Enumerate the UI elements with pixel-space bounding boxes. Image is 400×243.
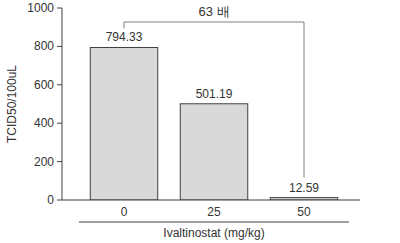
x-label-rule xyxy=(79,222,349,223)
annotation: 63 배 xyxy=(198,4,229,19)
chart-container: 0 200 400 600 800 1000 TCID50/100uL 0 25 50 Ivalti… xyxy=(0,0,400,243)
y-tick xyxy=(57,200,62,201)
y-tick xyxy=(57,123,62,124)
y-tick xyxy=(57,46,62,47)
data-label: 794.33 xyxy=(106,30,143,44)
y-axis-label: TCID50/100uL xyxy=(5,65,19,143)
y-tick-label: 1000 xyxy=(27,1,54,15)
bar xyxy=(90,47,158,200)
y-tick-label: 800 xyxy=(34,39,54,53)
y-tick xyxy=(57,8,62,9)
data-label: 501.19 xyxy=(196,87,233,101)
data-label: 12.59 xyxy=(289,181,319,195)
y-tick-label: 400 xyxy=(34,116,54,130)
x-axis-label: Ivaltinostat (mg/kg) xyxy=(163,226,264,240)
y-tick-label: 0 xyxy=(47,193,54,207)
y-axis-line xyxy=(62,8,63,200)
annotation-bracket xyxy=(124,22,304,178)
bars xyxy=(90,47,338,200)
chart-svg: 0 200 400 600 800 1000 TCID50/100uL 0 25 50 Ivalti… xyxy=(0,0,400,243)
y-tick-label: 600 xyxy=(34,78,54,92)
x-tick-label: 0 xyxy=(121,205,128,219)
y-tick-label: 200 xyxy=(34,155,54,169)
x-tick-label: 50 xyxy=(297,205,311,219)
bar xyxy=(180,104,248,200)
x-tick-label: 25 xyxy=(207,205,221,219)
y-tick xyxy=(57,161,62,162)
y-tick xyxy=(57,84,62,85)
x-axis-line xyxy=(62,200,360,201)
